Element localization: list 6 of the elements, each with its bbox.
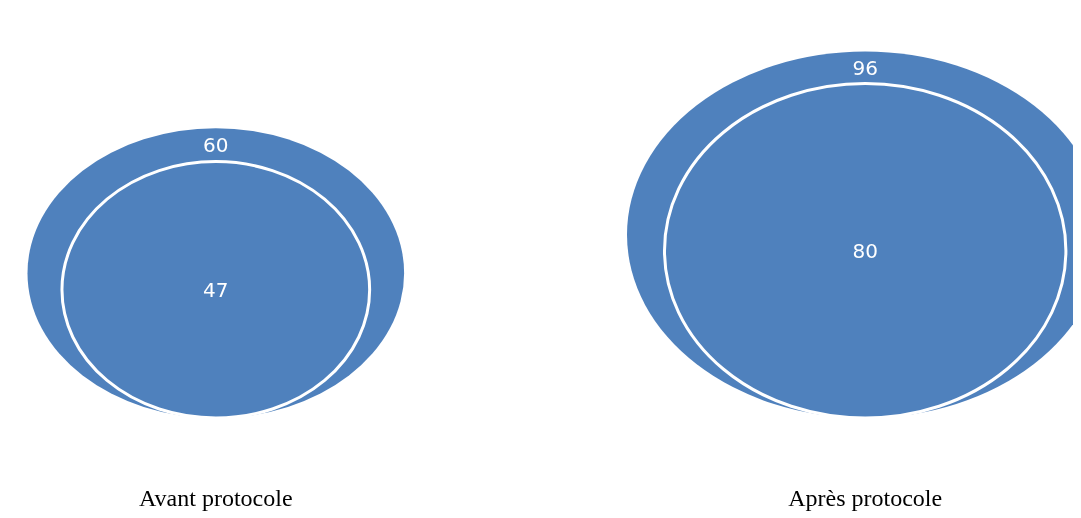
category-label: Avant protocole <box>139 485 293 511</box>
category-label: Après protocole <box>788 485 943 511</box>
data-label: 47 <box>203 277 229 302</box>
data-label: 80 <box>852 238 878 263</box>
data-label: 96 <box>852 55 878 80</box>
data-label: 60 <box>203 132 229 157</box>
